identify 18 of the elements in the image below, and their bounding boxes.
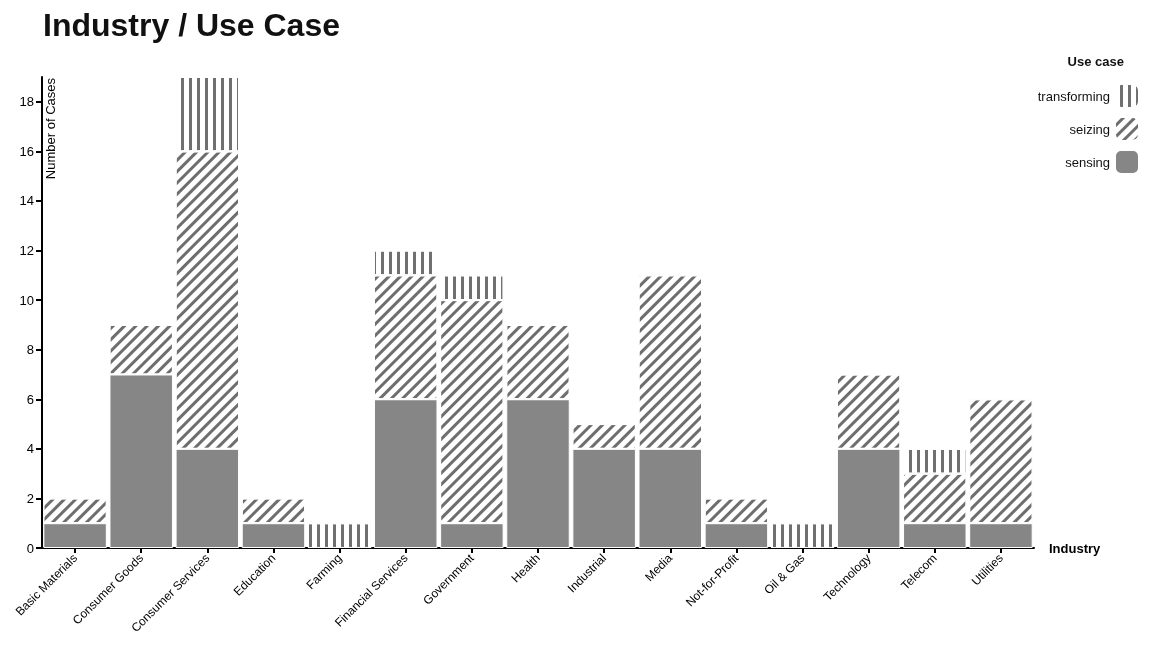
x-axis-title: Industry bbox=[1049, 540, 1102, 556]
legend-label: transforming bbox=[1037, 88, 1110, 104]
legend-label: sensing bbox=[1065, 154, 1110, 170]
y-tick-label: 8 bbox=[26, 342, 34, 358]
y-tick-label: 14 bbox=[19, 193, 34, 209]
y-tick-label: 2 bbox=[26, 490, 34, 506]
legend-label: seizing bbox=[1069, 121, 1110, 137]
y-tick-label: 4 bbox=[26, 441, 34, 457]
x-tick-label: Oil & Gas bbox=[761, 551, 808, 598]
y-tick-label: 6 bbox=[26, 391, 34, 407]
y-tick-label: 12 bbox=[19, 243, 34, 259]
y-tick-label: 16 bbox=[19, 143, 34, 159]
chart-title: Industry / Use Case bbox=[43, 7, 340, 43]
y-axis-title: Number of Cases bbox=[43, 77, 58, 180]
y-tick-label: 10 bbox=[19, 292, 34, 308]
y-tick-label: 0 bbox=[26, 540, 34, 556]
y-tick-label: 18 bbox=[19, 94, 34, 110]
legend-title: Use case bbox=[1067, 54, 1125, 69]
